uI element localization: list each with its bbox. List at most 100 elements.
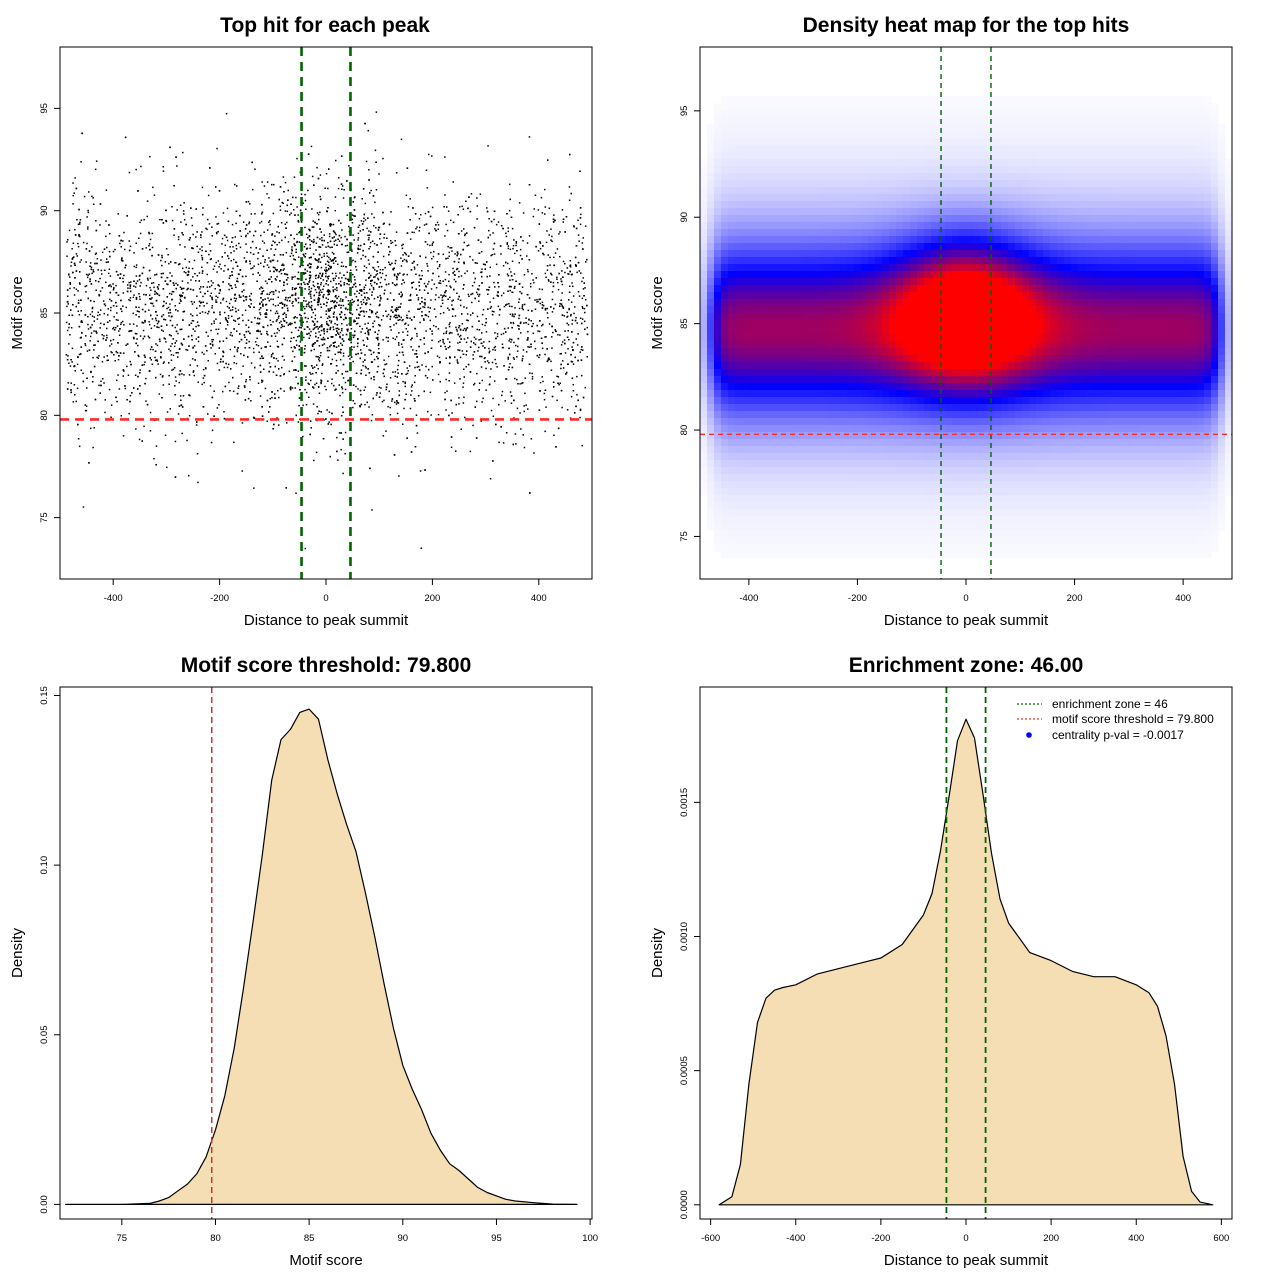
scatter-point [478, 329, 481, 331]
scatter-point [185, 348, 187, 351]
scatter-point [388, 263, 391, 265]
scatter-point [183, 296, 186, 299]
scatter-point [298, 278, 300, 280]
scatter-point [376, 244, 378, 246]
scatter-point [326, 260, 329, 263]
scatter-point [201, 311, 204, 313]
scatter-point [373, 225, 375, 227]
scatter-point [346, 214, 349, 216]
scatter-point [291, 302, 293, 304]
scatter-point [79, 235, 81, 238]
scatter-point [87, 209, 89, 212]
scatter-point [164, 280, 167, 282]
scatter-point [189, 288, 192, 291]
scatter-point [196, 231, 198, 233]
scatter-point [566, 322, 568, 325]
scatter-point [475, 437, 478, 439]
scatter-point [568, 199, 571, 201]
scatter-point [380, 298, 382, 300]
scatter-point [181, 295, 183, 297]
scatter-point [322, 288, 324, 291]
scatter-point [68, 273, 70, 275]
scatter-point [176, 165, 178, 167]
scatter-point [416, 333, 418, 335]
scatter-point [522, 212, 525, 214]
scatter-point [305, 365, 307, 367]
scatter-point [574, 356, 576, 359]
scatter-point [461, 350, 464, 352]
scatter-point [511, 326, 513, 329]
scatter-point [347, 328, 349, 330]
scatter-point [334, 341, 336, 343]
scatter-point [500, 333, 503, 336]
scatter-point [276, 269, 278, 271]
scatter-point [380, 276, 383, 279]
scatter-point [449, 285, 451, 287]
scatter-point [352, 234, 354, 236]
scatter-point [267, 333, 269, 336]
scatter-point [509, 198, 511, 201]
scatter-point [360, 393, 362, 396]
scatter-point [534, 308, 537, 310]
scatter-point [86, 216, 88, 218]
scatter-point [442, 341, 444, 343]
scatter-point [393, 324, 395, 326]
scatter-point [406, 317, 409, 319]
scatter-point [539, 242, 542, 244]
scatter-point [395, 172, 398, 174]
scatter-point [210, 280, 213, 282]
scatter-point [264, 346, 266, 348]
scatter-point [435, 294, 437, 296]
scatter-point [550, 281, 552, 283]
scatter-point [265, 313, 268, 316]
scatter-point [333, 279, 335, 282]
scatter-point [304, 288, 306, 290]
scatter-point [514, 377, 516, 380]
scatter-point [448, 255, 450, 257]
scatter-point [304, 365, 306, 367]
scatter-point [141, 440, 143, 442]
scatter-point [105, 281, 107, 284]
scatter-point [473, 336, 476, 339]
scatter-point [452, 299, 454, 301]
scatter-point [218, 369, 221, 371]
scatter-point [436, 221, 439, 224]
scatter-point [200, 302, 202, 304]
scatter-point [312, 241, 314, 244]
scatter-point [91, 381, 94, 383]
scatter-point [196, 314, 198, 317]
scatter-point [377, 352, 380, 354]
scatter-point [427, 410, 429, 413]
scatter-point [178, 263, 181, 265]
scatter-point [217, 328, 220, 330]
scatter-point [104, 399, 106, 401]
scatter-point [169, 280, 172, 282]
scatter-point [582, 237, 584, 239]
scatter-point [344, 277, 347, 280]
scatter-point [245, 380, 247, 383]
scatter-point [371, 291, 373, 293]
scatter-point [351, 349, 353, 351]
scatter-point [499, 308, 501, 311]
scatter-point [363, 311, 365, 313]
scatter-point [575, 317, 577, 319]
scatter-point [456, 361, 459, 363]
scatter-point [427, 211, 430, 213]
scatter-point [109, 298, 111, 301]
scatter-point [199, 291, 202, 293]
scatter-point [122, 240, 124, 242]
scatter-point [68, 229, 71, 232]
scatter-point [77, 242, 79, 245]
scatter-point [462, 402, 465, 404]
scatter-point [316, 325, 318, 328]
scatter-point [575, 227, 578, 230]
scatter-point [343, 318, 345, 321]
scatter-point [270, 248, 272, 250]
scatter-point [516, 350, 519, 352]
scatter-point [270, 335, 273, 337]
scatter-point [327, 187, 329, 190]
scatter-point [454, 253, 456, 255]
scatter-point [438, 275, 440, 278]
scatter-point [352, 406, 354, 409]
scatter-point [334, 304, 337, 307]
